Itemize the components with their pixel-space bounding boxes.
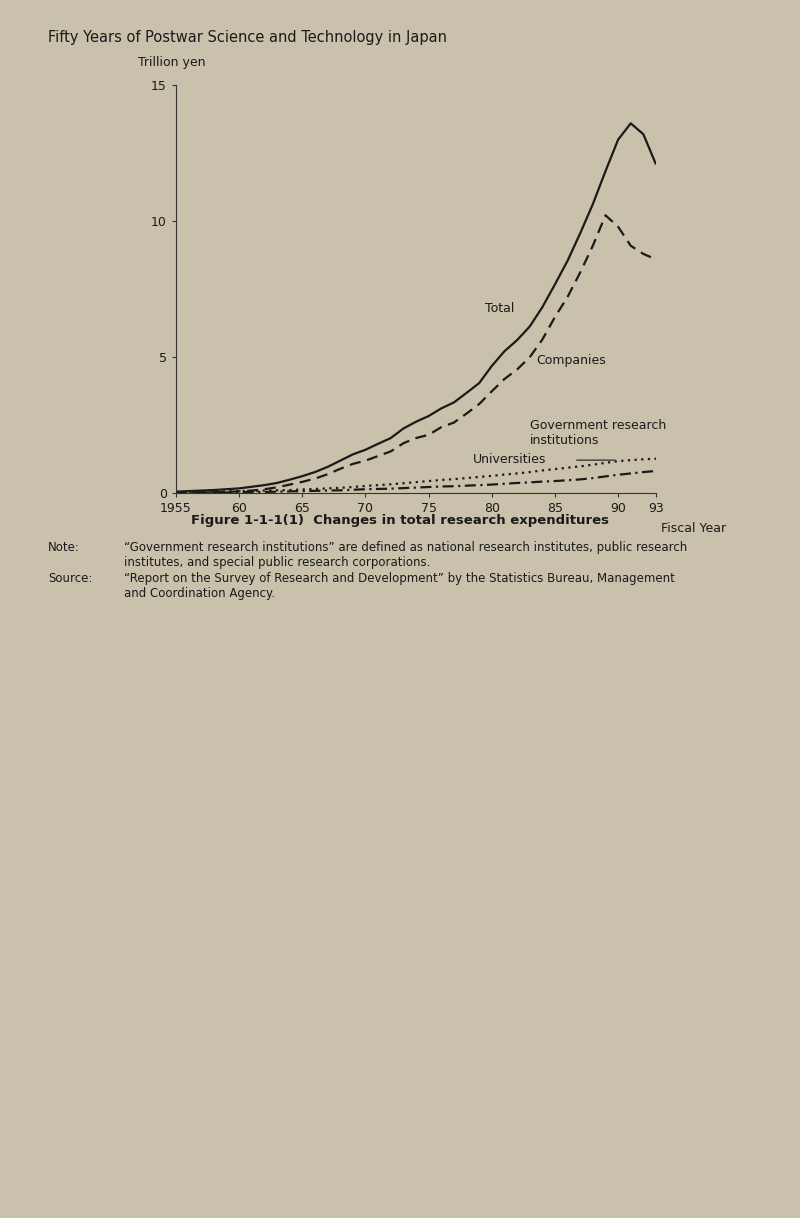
Text: “Government research institutions” are defined as national research institutes, : “Government research institutions” are d… — [124, 541, 687, 569]
Text: Fifty Years of Postwar Science and Technology in Japan: Fifty Years of Postwar Science and Techn… — [48, 30, 447, 45]
Text: Fiscal Year: Fiscal Year — [661, 521, 726, 535]
Text: Trillion yen: Trillion yen — [138, 56, 205, 69]
Text: Government research
institutions: Government research institutions — [530, 419, 666, 447]
Text: Figure 1-1-1(1)  Changes in total research expenditures: Figure 1-1-1(1) Changes in total researc… — [191, 514, 609, 527]
Text: Companies: Companies — [536, 353, 606, 367]
Text: “Report on the Survey of Research and Development” by the Statistics Bureau, Man: “Report on the Survey of Research and De… — [124, 572, 675, 600]
Text: Source:: Source: — [48, 572, 92, 586]
Text: Total: Total — [486, 302, 515, 314]
Text: Universities: Universities — [473, 453, 546, 465]
Text: Note:: Note: — [48, 541, 80, 554]
